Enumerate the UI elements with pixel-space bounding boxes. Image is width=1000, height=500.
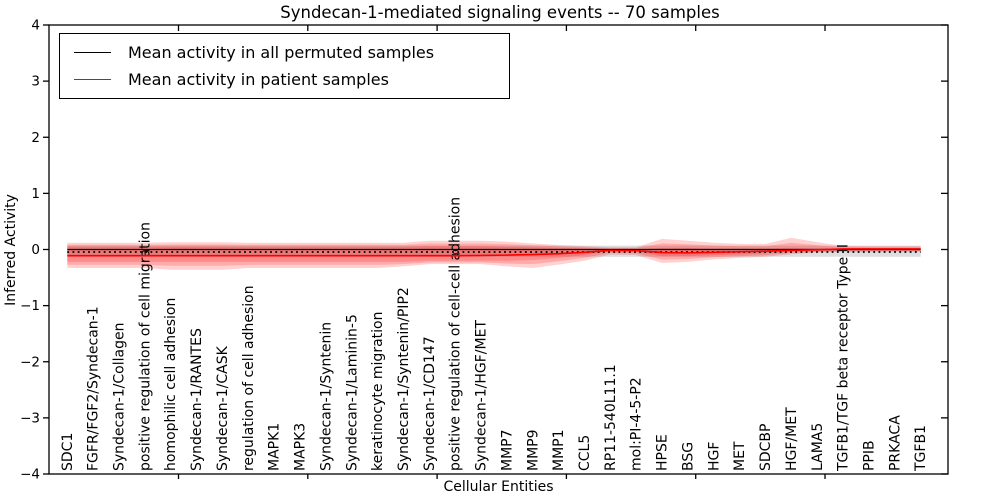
- x-tick-label: RP11-540L11.1: [603, 364, 619, 471]
- x-tick-label: HPSE: [655, 434, 671, 471]
- y-tick-label: −2: [20, 354, 40, 370]
- x-tick-label: Syndecan-1/Laminin-5: [344, 314, 360, 471]
- patient-band-outer: [67, 237, 921, 270]
- x-tick-label: MET: [732, 441, 748, 471]
- x-tick-label: PRKACA: [887, 415, 903, 471]
- y-tick-label: 1: [31, 186, 40, 202]
- x-tick-label: LAMA5: [810, 423, 826, 471]
- legend: Mean activity in all permuted samples Me…: [59, 33, 510, 99]
- x-tick-label: mol:PI-4-5-P2: [629, 377, 645, 471]
- y-tick-label: 0: [31, 242, 40, 258]
- y-tick-label: −1: [20, 298, 40, 314]
- chart-title: Syndecan-1-mediated signaling events -- …: [280, 3, 720, 22]
- red-line-swatch-icon: [74, 79, 111, 81]
- x-tick-label: MMP7: [499, 429, 515, 471]
- y-tick-label: 4: [31, 18, 40, 34]
- x-tick-label: Syndecan-1/Collagen: [112, 323, 128, 471]
- x-tick-label: homophilic cell adhesion: [163, 298, 179, 471]
- x-tick-label: HGF: [706, 442, 722, 471]
- black-line-swatch-icon: [74, 51, 111, 53]
- y-tick-label: 3: [31, 74, 40, 90]
- x-tick-label: PPIB: [861, 440, 877, 471]
- y-tick-label: 2: [31, 130, 40, 146]
- x-tick-label: MAPK1: [267, 423, 283, 471]
- y-tick-label: −4: [20, 467, 40, 483]
- x-tick-label: Syndecan-1/RANTES: [189, 328, 205, 471]
- x-tick-label: HGF/MET: [784, 407, 800, 471]
- y-tick-label: −3: [20, 410, 40, 426]
- x-tick-label: MMP9: [525, 429, 541, 471]
- legend-label-permuted: Mean activity in all permuted samples: [128, 42, 435, 62]
- x-tick-label: regulation of cell adhesion: [241, 285, 257, 471]
- x-tick-label: CCL5: [577, 435, 593, 471]
- patient-band-middle: [67, 242, 921, 266]
- x-tick-label: FGFR/FGF2/Syndecan-1: [86, 306, 102, 471]
- x-tick-label: Syndecan-1/HGF/MET: [474, 320, 490, 471]
- x-tick-label: keratinocyte migration: [370, 312, 386, 471]
- x-tick-label: Syndecan-1/Syntenin: [318, 322, 334, 471]
- legend-entry-patient: Mean activity in patient samples: [60, 70, 509, 89]
- x-tick-label: MAPK3: [293, 423, 309, 471]
- x-tick-label: positive regulation of cell-cell adhesio…: [448, 197, 464, 471]
- legend-entry-permuted: Mean activity in all permuted samples: [60, 43, 509, 62]
- x-tick-label: SDC1: [60, 433, 76, 471]
- x-tick-label: SDCBP: [758, 424, 774, 472]
- x-tick-label: Syndecan-1/Syntenin/PIP2: [396, 287, 412, 471]
- patient-mean-line: [67, 248, 921, 257]
- x-tick-label: MMP1: [551, 429, 567, 471]
- x-tick-label: TGFB1/TGF beta receptor Type II: [836, 244, 852, 472]
- x-axis-label: Cellular Entities: [443, 479, 554, 495]
- x-tick-label: TGFB1: [913, 425, 929, 472]
- x-tick-label: Syndecan-1/CASK: [215, 345, 231, 471]
- x-tick-label: Syndecan-1/CD147: [422, 336, 438, 471]
- legend-label-patient: Mean activity in patient samples: [128, 70, 389, 90]
- x-tick-label: positive regulation of cell migration: [137, 222, 153, 471]
- x-tick-label: BSG: [680, 442, 696, 471]
